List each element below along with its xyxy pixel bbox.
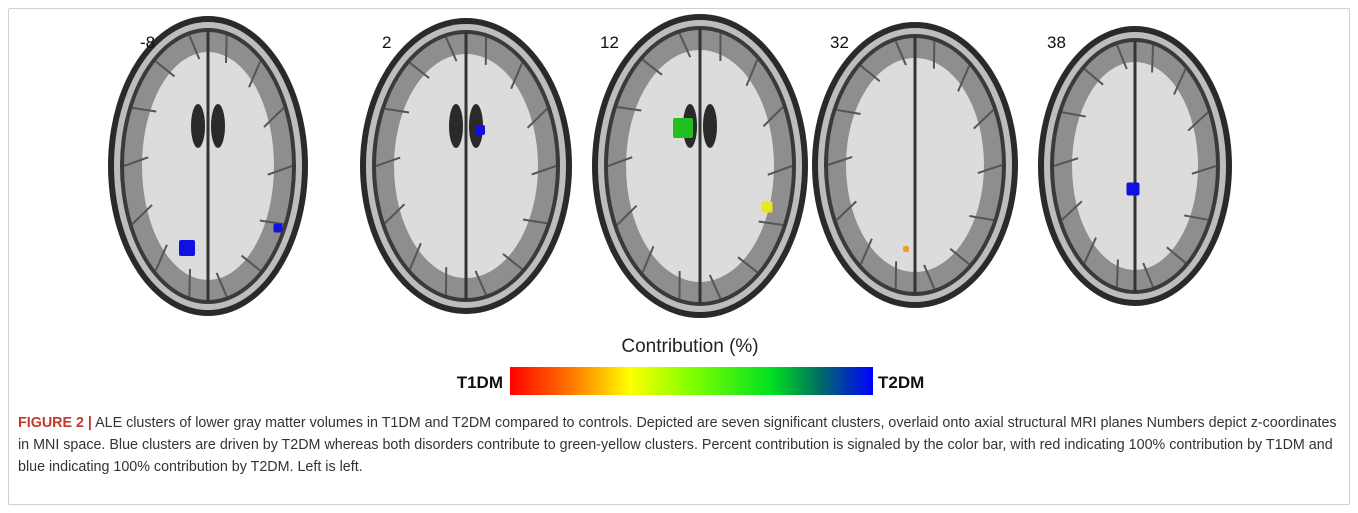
slice-label: 12 [600,33,619,52]
ventricle [703,104,717,148]
ventricle [211,104,225,148]
cluster [673,118,693,138]
caption: FIGURE 2 | ALE clusters of lower gray ma… [18,412,1340,478]
brain-slices: -8 2 12 32 38 [108,14,1232,318]
caption-text: ALE clusters of lower gray matter volume… [18,415,1337,475]
sulcus [189,269,190,297]
cluster [1127,183,1140,196]
figure: -8 2 12 32 38 Contribution (%) T1DM T2DM [0,0,1358,410]
sulcus [1152,45,1153,72]
colorbar-right-label: T2DM [878,373,924,392]
slice-label: 32 [830,33,849,52]
slice-label: 2 [382,33,391,52]
slice-label: -8 [140,33,155,52]
ventricle [449,104,463,148]
brain-slice [1038,26,1232,306]
ventricle [191,104,205,148]
cluster [179,240,195,256]
sulcus [1117,259,1118,286]
sulcus [226,35,227,63]
colorbar-left-label: T1DM [457,373,503,392]
brain-slice [108,16,308,316]
brain-slice [360,18,572,314]
colorbar-title: Contribution (%) [621,336,758,357]
caption-label: FIGURE 2 | [18,415,92,431]
brain-slice [592,14,808,318]
cluster [475,125,485,135]
cluster [762,202,773,213]
cluster [903,246,909,252]
colorbar [510,367,873,395]
cluster [274,224,283,233]
brain-slice [812,22,1018,308]
slice-label: 38 [1047,33,1066,52]
